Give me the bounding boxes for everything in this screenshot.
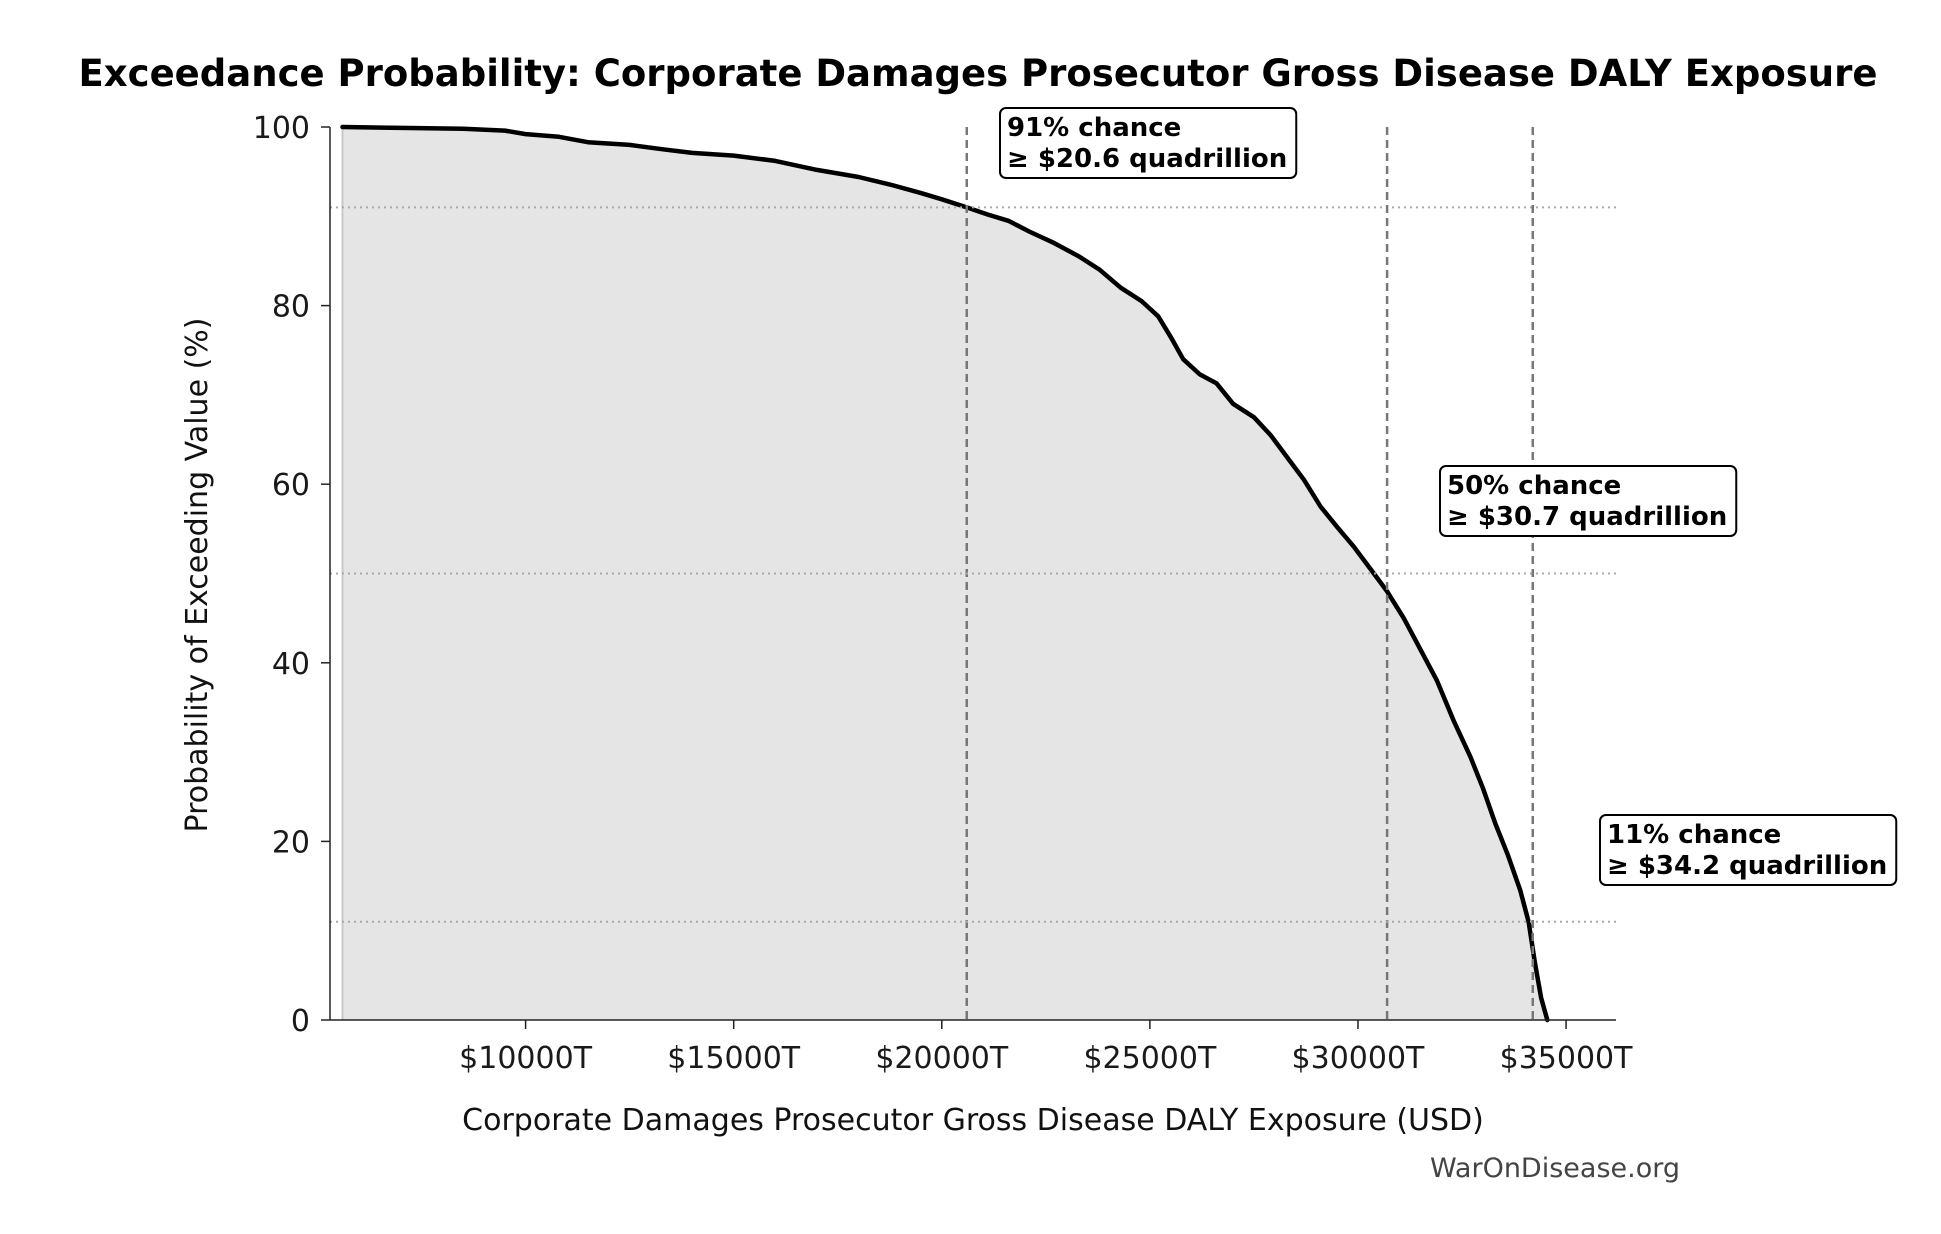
- annotation-box: 50% chance≥ $30.7 quadrillion: [1439, 465, 1738, 537]
- x-tick-label: $30000T: [1292, 1041, 1426, 1076]
- exceedance-area-fill: [342, 127, 1548, 1020]
- annotation-line-2: ≥ $34.2 quadrillion: [1607, 851, 1887, 881]
- x-tick-label: $35000T: [1500, 1041, 1634, 1076]
- x-tick-label: $15000T: [667, 1041, 801, 1076]
- x-tick-label: $20000T: [875, 1041, 1009, 1076]
- y-tick-label: 0: [291, 1004, 310, 1039]
- chart-title: Exceedance Probability: Corporate Damage…: [79, 52, 1878, 95]
- x-tick-label: $10000T: [459, 1041, 593, 1076]
- annotation-frame: [1439, 465, 1738, 537]
- axes: [329, 127, 1616, 1021]
- x-axis-label: Corporate Damages Prosecutor Gross Disea…: [462, 1103, 1484, 1138]
- annotation-line-2: ≥ $30.7 quadrillion: [1447, 502, 1727, 532]
- watermark-text: WarOnDisease.org: [1430, 1153, 1680, 1184]
- annotation-line-2: ≥ $20.6 quadrillion: [1007, 144, 1287, 174]
- y-tick-label: 100: [253, 111, 310, 146]
- x-tick-label: $25000T: [1083, 1041, 1217, 1076]
- annotation-box: 11% chance≥ $34.2 quadrillion: [1599, 814, 1898, 886]
- exceedance-curve-line: [340, 124, 1550, 1023]
- y-tick-label: 60: [272, 468, 310, 503]
- y-tick-label: 80: [272, 290, 310, 325]
- annotation-frame: [999, 107, 1298, 179]
- annotation-line-1: 91% chance: [1007, 113, 1181, 143]
- annotation-box: 91% chance≥ $20.6 quadrillion: [999, 107, 1298, 179]
- y-axis-ticks: 0 20 40 60 80 100: [253, 111, 330, 1039]
- annotation-line-1: 11% chance: [1607, 820, 1781, 850]
- annotation-line-1: 50% chance: [1447, 471, 1621, 501]
- y-tick-label: 40: [272, 647, 310, 682]
- annotation-frame: [1599, 814, 1898, 886]
- x-axis-ticks: $10000T $15000T $20000T $25000T $30000T $3500…: [459, 1020, 1633, 1076]
- y-axis-label: Probability of Exceeding Value (%): [180, 318, 215, 833]
- y-tick-label: 20: [272, 825, 310, 860]
- reference-lines: [330, 127, 1616, 1020]
